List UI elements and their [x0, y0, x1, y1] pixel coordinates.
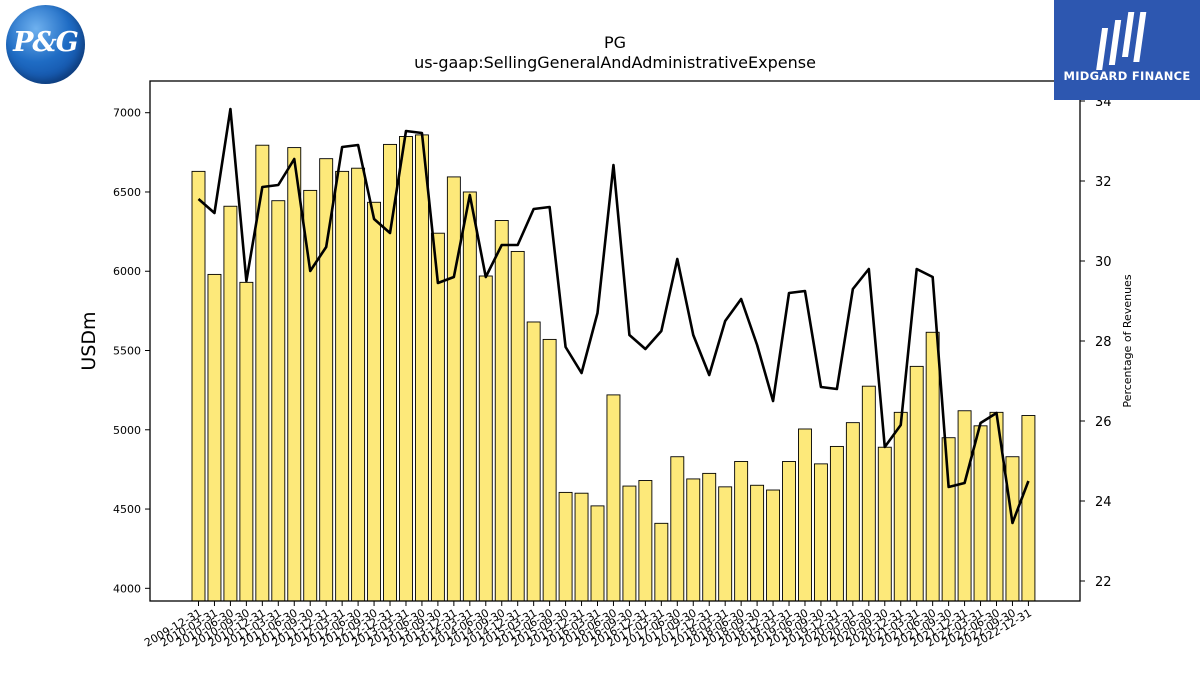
bar: [383, 143, 397, 602]
bar: [558, 491, 573, 602]
bar: [766, 489, 781, 602]
bar: [718, 486, 733, 602]
y2-tick-label: 28: [1095, 335, 1112, 350]
y-axis-label: USDm: [78, 311, 100, 370]
bar: [287, 147, 302, 602]
y-tick-label: 4500: [113, 503, 141, 516]
bar: [399, 136, 413, 602]
bar: [638, 480, 653, 602]
bar: [957, 410, 972, 602]
bar: [1005, 456, 1020, 602]
chart-subtitle: us-gaap:SellingGeneralAndAdministrativeE…: [414, 53, 816, 72]
chart-title: PG: [604, 33, 626, 52]
y2-axis-label: Percentage of Revenues: [1121, 274, 1134, 407]
bar: [351, 167, 366, 602]
bar: [207, 273, 222, 602]
bar: [798, 428, 812, 602]
bar: [750, 484, 765, 602]
bar: [670, 456, 685, 602]
bar: [542, 338, 557, 602]
bar: [271, 200, 286, 602]
y-tick-label: 5000: [113, 424, 141, 437]
bar: [367, 201, 382, 602]
y-tick-label: 4000: [113, 582, 141, 595]
bar: [877, 446, 892, 602]
y2-tick-label: 26: [1095, 415, 1112, 430]
bar: [191, 170, 206, 602]
bar: [510, 250, 525, 602]
bar: [1021, 415, 1036, 602]
bar: [606, 394, 621, 602]
bar: [829, 445, 844, 602]
bar: [494, 220, 509, 602]
y2-tick-label: 24: [1095, 495, 1112, 510]
bar: [925, 331, 940, 602]
bar: [430, 232, 445, 602]
bar: [893, 411, 908, 602]
bar: [782, 461, 796, 602]
bar: [335, 170, 350, 602]
bar: [654, 522, 669, 602]
bar: [303, 189, 318, 602]
bar: [813, 463, 828, 602]
bar: [734, 461, 749, 602]
y-tick-label: 7000: [113, 107, 141, 120]
y2-tick-label: 22: [1095, 575, 1112, 590]
bar: [239, 281, 254, 602]
bar: [909, 365, 924, 602]
midgard-finance-logo: MIDGARD FINANCE: [1054, 0, 1200, 100]
y-tick-label: 6000: [113, 265, 141, 278]
bar: [622, 485, 637, 602]
y2-tick-label: 30: [1095, 255, 1112, 270]
bar: [686, 478, 701, 602]
bar: [223, 205, 238, 602]
bar: [702, 472, 717, 602]
pg-logo: P&G: [6, 5, 85, 84]
bar: [526, 321, 541, 602]
bar: [973, 425, 988, 602]
y-tick-label: 5500: [113, 345, 141, 358]
bar: [861, 385, 876, 602]
bar: [478, 275, 493, 602]
bar: [462, 191, 477, 602]
series-line: [197, 107, 1030, 525]
bar: [845, 422, 860, 602]
y2-tick-label: 32: [1095, 175, 1112, 190]
bar: [574, 492, 589, 602]
bar: [446, 176, 461, 602]
bar: [414, 134, 429, 602]
bar: [590, 505, 605, 602]
bar: [941, 437, 956, 602]
y-tick-label: 6500: [113, 186, 141, 199]
